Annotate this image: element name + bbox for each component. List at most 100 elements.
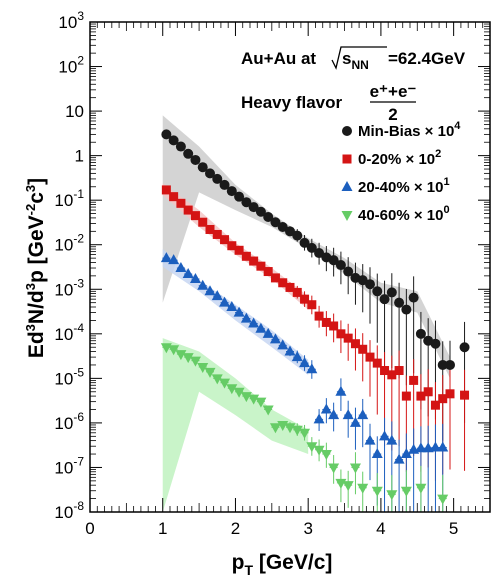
data-point: [343, 266, 354, 277]
data-point: [400, 448, 412, 459]
data-point: [430, 338, 441, 349]
data-point: [386, 490, 398, 501]
legend-marker: [342, 126, 352, 136]
data-point: [183, 205, 193, 215]
data-point: [415, 483, 427, 494]
data-point: [277, 339, 289, 350]
data-point: [262, 327, 274, 338]
data-point: [357, 275, 368, 286]
data-point: [343, 333, 353, 343]
data-point: [291, 351, 303, 362]
data-point: [400, 486, 412, 497]
data-point: [357, 483, 369, 494]
data-point: [233, 306, 245, 317]
data-point: [212, 229, 222, 239]
data-point: [183, 148, 194, 159]
data-point: [182, 353, 194, 364]
data-point: [386, 434, 398, 445]
data-point: [364, 434, 376, 445]
x-tick-label: 3: [303, 519, 312, 538]
data-point: [160, 252, 172, 263]
x-tick-label: 4: [376, 519, 385, 538]
data-point: [342, 409, 354, 420]
data-point: [248, 317, 260, 328]
data-point: [197, 362, 209, 373]
data-point: [219, 378, 231, 389]
y-axis-ticks: 10-8 10-7 10-6 10-5 10-4 10-3 10-2 10-1 1 10 102 10…: [54, 9, 490, 522]
data-point: [394, 366, 404, 376]
data-point: [320, 403, 332, 414]
data-point: [335, 260, 346, 271]
legend-marker: [341, 181, 353, 191]
data-point: [306, 363, 318, 374]
legend-entry-label: 0-20% × 102: [358, 148, 441, 168]
data-point: [168, 254, 180, 265]
data-point: [269, 423, 281, 434]
data-point: [212, 173, 223, 184]
data-point: [168, 135, 179, 146]
data-point: [240, 312, 252, 323]
y-tick-label: 102: [58, 54, 84, 77]
data-point: [379, 430, 391, 441]
data-point: [226, 186, 237, 197]
data-point: [328, 409, 340, 420]
data-point: [175, 141, 186, 152]
fraction-denominator: 2: [388, 105, 397, 124]
data-point: [168, 345, 180, 356]
data-point: [306, 442, 318, 453]
data-point: [342, 481, 354, 492]
data-point: [460, 390, 470, 400]
data-point: [459, 342, 470, 353]
data-point: [285, 226, 295, 237]
y-tick-label: 10-8: [54, 499, 84, 522]
data-point: [292, 287, 302, 297]
data-point: [227, 241, 237, 251]
data-point: [189, 356, 201, 367]
y-tick-label: 1: [75, 147, 84, 166]
data-point: [320, 450, 332, 461]
data-point: [314, 311, 324, 321]
y-tick-label: 10-1: [54, 187, 84, 210]
data-point: [445, 389, 455, 399]
data-point: [226, 300, 238, 311]
legend: Min-Bias × 104 0-20% × 102 20-40% × 101 40-…: [341, 120, 461, 224]
system-label: Au+Au at: [241, 49, 316, 68]
systematic-band: [162, 338, 309, 512]
data-point: [401, 304, 412, 315]
data-point: [269, 333, 281, 344]
data-point: [175, 350, 187, 361]
data-point: [372, 358, 382, 368]
data-point: [234, 191, 245, 202]
data-point: [401, 391, 411, 401]
data-point: [204, 367, 216, 378]
flavor-label: Heavy flavor: [241, 93, 342, 112]
legend-entry-label: Min-Bias × 104: [358, 120, 461, 140]
data-point: [299, 237, 310, 248]
data-point: [300, 294, 310, 304]
data-point: [190, 211, 200, 221]
y-tick-label: 10: [65, 102, 84, 121]
data-point: [241, 251, 251, 261]
data-point: [371, 486, 383, 497]
data-point: [263, 267, 273, 277]
data-markers: [160, 129, 470, 505]
data-point: [365, 279, 375, 290]
legend-entry-label: 20-40% × 101: [358, 176, 450, 196]
data-point: [270, 217, 281, 228]
data-point: [313, 413, 325, 424]
data-point: [387, 370, 397, 380]
data-point: [423, 387, 433, 397]
system-annotation: Au+Au at sNN =62.4GeV: [241, 46, 466, 72]
data-point: [372, 286, 383, 297]
data-point: [408, 292, 419, 303]
data-point: [285, 282, 295, 292]
data-point: [394, 297, 405, 308]
data-point: [292, 230, 303, 241]
data-point: [204, 285, 216, 296]
data-point: [220, 235, 230, 245]
data-point: [256, 261, 266, 271]
data-point: [422, 442, 434, 453]
data-point: [313, 445, 325, 456]
data-point: [278, 278, 288, 288]
